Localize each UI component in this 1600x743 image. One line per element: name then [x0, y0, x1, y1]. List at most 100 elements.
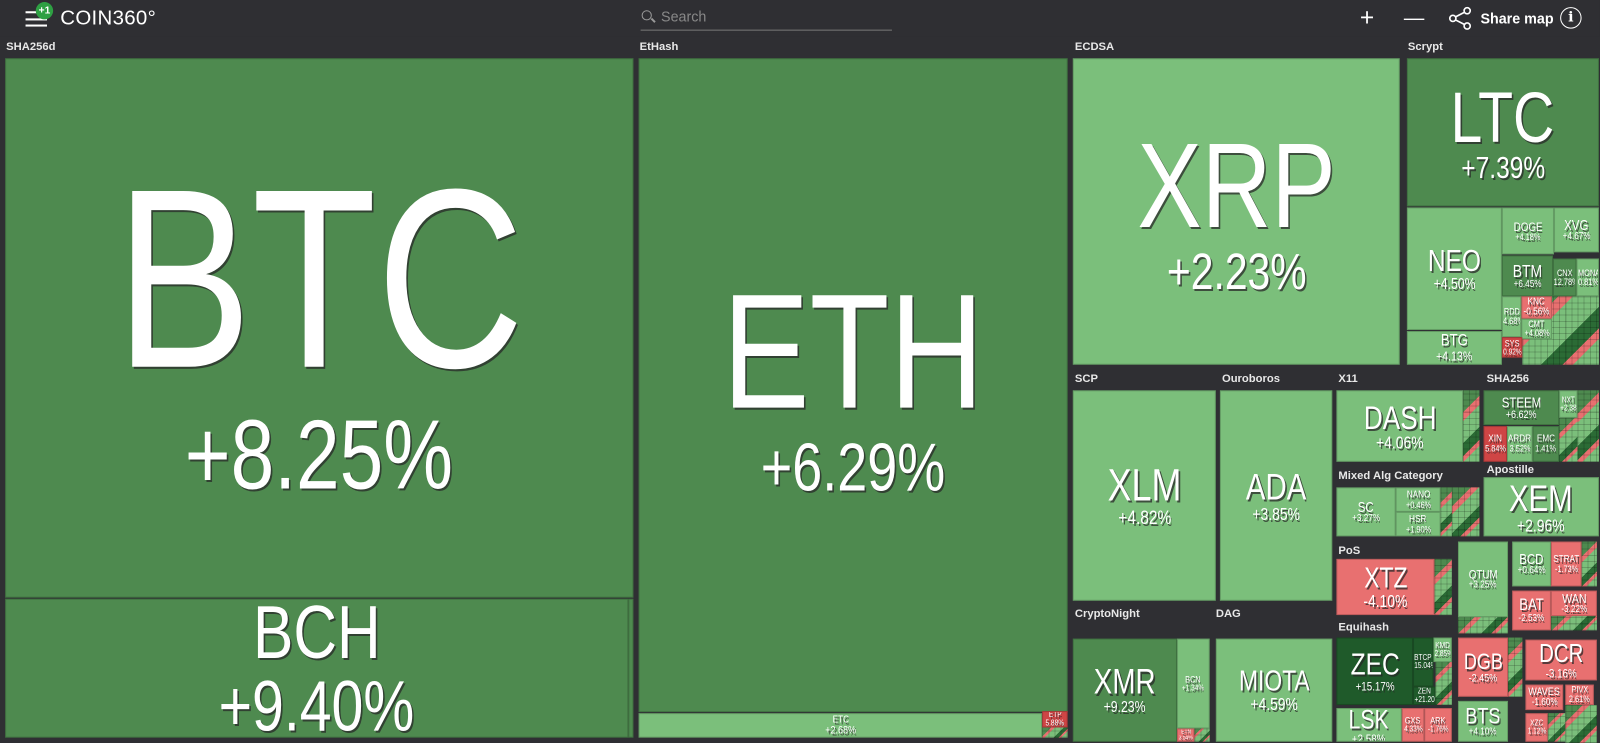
coin-symbol: ETP	[1048, 711, 1062, 720]
zoom-in-button[interactable]: +	[1359, 4, 1375, 32]
coin-change: +21.20%	[1414, 695, 1435, 704]
coin-tile-dgb[interactable]: DGB -2.45%	[1457, 637, 1509, 697]
coin-tile-bcn[interactable]: BCN +1.34%	[1176, 638, 1210, 729]
small-coins-mosaic[interactable]	[1042, 727, 1068, 738]
coin-tile-xrp[interactable]: XRP +2.23%	[1072, 58, 1400, 365]
coin-tile-knc[interactable]: KNC -0.56%	[1521, 296, 1552, 319]
coin-tile-eth[interactable]: ETH +6.29%	[638, 58, 1068, 713]
coin-change: 1.41%	[1535, 444, 1557, 454]
share-map-button[interactable]: Share map	[1448, 6, 1554, 31]
coin-tile-btg[interactable]: BTG +4.13%	[1406, 331, 1502, 365]
coin-tile-xtz[interactable]: XTZ -4.10%	[1336, 558, 1435, 616]
coin-tile-xzc[interactable]: XZC 1.12%	[1525, 713, 1548, 742]
coin-tile-doge[interactable]: DOGE +4.18%	[1501, 207, 1555, 255]
coin-change: +4.08%	[1524, 328, 1550, 339]
small-coins-mosaic[interactable]	[1434, 558, 1452, 616]
small-coins-mosaic[interactable]	[1550, 616, 1597, 631]
info-button[interactable]: i	[1560, 7, 1582, 29]
coin-tile-xin[interactable]: XIN 5.84%	[1483, 426, 1508, 462]
coin-tile-btc[interactable]: BTC +8.25%	[5, 58, 634, 598]
small-coins-mosaic[interactable]	[1457, 617, 1509, 634]
search-input[interactable]	[661, 8, 886, 25]
coin-tile-wan[interactable]: WAN -3.22%	[1550, 590, 1597, 617]
small-coins-mosaic[interactable]	[1565, 704, 1597, 743]
coin-tile-dash[interactable]: DASH +4.06%	[1336, 390, 1464, 462]
group-label-cryptonight: CryptoNight	[1074, 607, 1140, 621]
coin-tile-hsr[interactable]: HSR +1.90%	[1395, 511, 1441, 537]
coin-change: 2.85%	[1434, 649, 1450, 658]
group-label-apostille: Apostille	[1486, 463, 1535, 477]
coin-tile-xmr[interactable]: XMR +9.23%	[1072, 638, 1177, 742]
coin-tile-lsk[interactable]: LSK +2.58%	[1336, 708, 1402, 742]
coin-tile-etn[interactable]: ETN 3.54%	[1176, 728, 1195, 742]
coin-tile-emc[interactable]: EMC 1.41%	[1532, 426, 1560, 462]
coin-tile-bts[interactable]: BTS +4.10%	[1457, 700, 1509, 742]
small-coins-mosaic[interactable]	[1435, 662, 1452, 705]
coin-tile-gxs[interactable]: GXS 4.33%	[1401, 708, 1425, 742]
coin-change: +0.46%	[1405, 500, 1431, 510]
coin-tile-sc[interactable]: SC +3.27%	[1336, 487, 1396, 537]
coin-tile-xvg[interactable]: XVG +4.67%	[1554, 207, 1599, 253]
small-coins-mosaic[interactable]	[1547, 713, 1566, 742]
coin-tile-nxt[interactable]: NXT+2.38%	[1559, 390, 1578, 418]
coin-tile-nano[interactable]: NANO +0.46%	[1395, 487, 1441, 512]
coin-tile-mona[interactable]: MONA 0.81%	[1576, 258, 1599, 297]
small-coins-mosaic[interactable]	[1194, 728, 1210, 742]
logo[interactable]: COIN360°	[60, 7, 157, 30]
coin-change: +2.96%	[1517, 516, 1565, 534]
coin-tile-etp[interactable]: ETP 5.88%	[1042, 711, 1068, 728]
coin-change: +3.85%	[1252, 505, 1300, 523]
coin-tile-small[interactable]	[628, 598, 634, 738]
coin-tile-xlm[interactable]: XLM +4.82%	[1072, 390, 1216, 601]
coin-tile-waves[interactable]: WAVES -1.60%	[1525, 684, 1564, 711]
coin-tile-zen[interactable]: ZEN+21.20%	[1413, 686, 1436, 705]
coin-tile-ardr[interactable]: ARDR 3.52%	[1507, 426, 1533, 462]
coin-tile-qtum[interactable]: QTUM +3.25%	[1457, 541, 1509, 618]
coin-tile-neo[interactable]: NEO +4.50%	[1406, 207, 1502, 331]
coin-tile-steem[interactable]: STEEM +6.62%	[1483, 390, 1560, 426]
coin-change: +3.27%	[1352, 513, 1380, 525]
small-coins-mosaic[interactable]	[1463, 390, 1480, 462]
small-coins-mosaic[interactable]	[1577, 390, 1599, 462]
coin-tile-pivx[interactable]: PIVX 2.61%	[1565, 684, 1594, 705]
coin-tile-etc[interactable]: ETC +2.68%	[638, 713, 1043, 738]
coin-tile-bch[interactable]: BCH +9.40%	[5, 598, 629, 738]
group-label-scp: SCP	[1074, 372, 1098, 386]
coin-symbol: BTC	[114, 151, 524, 407]
coin-symbol: SC	[1358, 499, 1374, 514]
coin-symbol: CNX	[1556, 268, 1573, 278]
coin-change: 3.54%	[1178, 735, 1193, 742]
group-label-mixed: Mixed Alg Category	[1338, 469, 1443, 483]
small-coins-mosaic[interactable]	[1451, 487, 1480, 537]
small-coins-mosaic[interactable]	[1508, 637, 1523, 697]
coin-tile-ark[interactable]: ARK -1.76%	[1424, 708, 1452, 742]
coin-tile-ada[interactable]: ADA +3.85%	[1219, 390, 1333, 601]
top-bar: +1 COIN360° + — Share map i	[0, 0, 1600, 37]
coin-tile-cmt[interactable]: CMT +4.08%	[1521, 318, 1552, 340]
zoom-out-button[interactable]: —	[1403, 7, 1425, 30]
coin-change: 5.84%	[1484, 444, 1506, 454]
small-coins-mosaic[interactable]	[1559, 417, 1578, 462]
coin-change: +3.25%	[1469, 580, 1497, 591]
coin-tile-dcr[interactable]: DCR -3.16%	[1525, 639, 1597, 681]
coin-tile-ltc[interactable]: LTC +7.39%	[1406, 58, 1599, 207]
coin-change: +9.23%	[1103, 699, 1146, 716]
notification-badge[interactable]: +1	[35, 2, 54, 20]
coin-tile-strat[interactable]: STRAT -1.73%	[1550, 541, 1582, 587]
small-coins-mosaic[interactable]	[1440, 487, 1452, 537]
coin-symbol: GXS	[1405, 716, 1421, 726]
coin-change: -2.45%	[1468, 672, 1498, 685]
small-coins-mosaic[interactable]	[1581, 541, 1597, 587]
coin-tile-sys[interactable]: SYS 0.92%	[1501, 337, 1523, 358]
coin-tile-bcd[interactable]: BCD +0.64%	[1512, 541, 1551, 587]
coin-tile-btm[interactable]: BTM +6.45%	[1501, 255, 1553, 297]
coin-tile-zec[interactable]: ZEC +15.17%	[1336, 637, 1414, 705]
coin-tile-bat[interactable]: BAT -2.53%	[1512, 590, 1551, 631]
coin-tile-miota[interactable]: MIOTA +4.59%	[1215, 638, 1333, 742]
group-label-sha256d: SHA256d	[6, 40, 56, 54]
coin-tile-xem[interactable]: XEM +2.96%	[1483, 477, 1599, 537]
